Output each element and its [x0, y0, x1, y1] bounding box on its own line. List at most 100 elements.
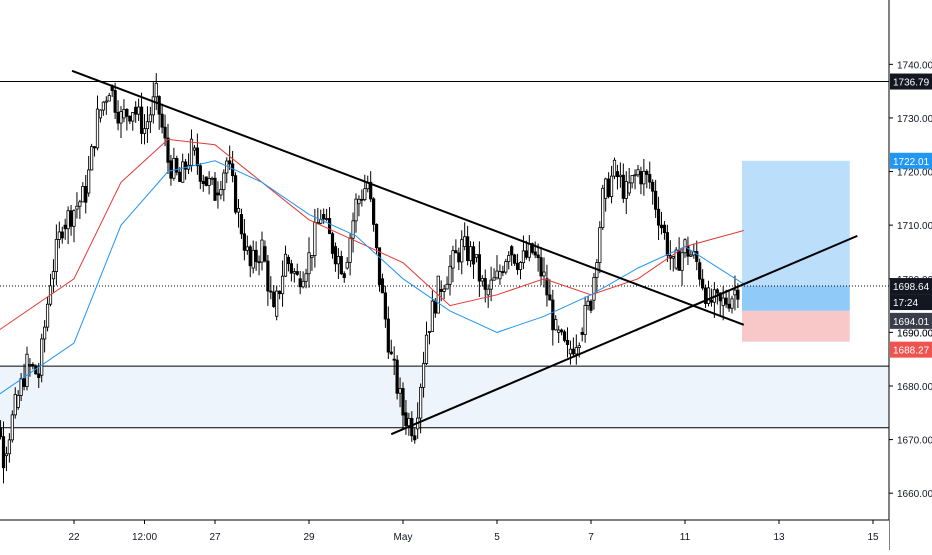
- candle-body: [674, 249, 678, 269]
- candle-body: [304, 273, 308, 282]
- candle-body: [16, 395, 20, 408]
- candle: [727, 290, 731, 312]
- candle: [195, 133, 199, 175]
- candle-body: [671, 256, 675, 259]
- candle: [178, 167, 182, 182]
- candle-body: [87, 169, 91, 194]
- position-profit-zone[interactable]: [742, 286, 850, 311]
- time-axis[interactable]: [0, 520, 889, 550]
- candle-body: [495, 270, 499, 279]
- candle: [480, 275, 484, 287]
- candle-body: [498, 271, 502, 280]
- candle-body: [530, 243, 534, 253]
- candle: [568, 340, 573, 365]
- candle: [60, 226, 64, 244]
- candle-body: [116, 111, 120, 124]
- candle: [4, 446, 9, 472]
- candle: [471, 241, 476, 279]
- candle: [501, 265, 505, 277]
- candle: [621, 163, 625, 203]
- candle: [533, 241, 537, 259]
- candle-body: [433, 300, 437, 314]
- price-label[interactable]: 1722.01: [890, 152, 932, 169]
- candle-body: [410, 418, 414, 437]
- candle: [427, 331, 432, 345]
- price-label[interactable]: 1698.64: [890, 278, 932, 295]
- candle-body: [654, 190, 658, 210]
- candle: [63, 218, 67, 240]
- price-label-box: [890, 341, 932, 358]
- candle: [730, 295, 734, 314]
- candle-body: [286, 256, 291, 265]
- candle-body: [665, 232, 669, 256]
- candle-body: [656, 208, 661, 226]
- candle-body: [513, 254, 517, 264]
- candle-body: [421, 363, 426, 388]
- candle-body: [181, 161, 185, 183]
- candle-body: [228, 160, 232, 165]
- candle-body: [645, 170, 649, 175]
- candle-body: [295, 271, 299, 275]
- price-label[interactable]: 1694.01: [890, 312, 932, 329]
- candle-body: [536, 254, 540, 259]
- position-stop-zone[interactable]: [742, 310, 850, 342]
- candle-body: [733, 289, 737, 296]
- candle: [289, 259, 293, 282]
- price-label[interactable]: 17:24: [890, 294, 932, 311]
- candle: [239, 208, 244, 239]
- candle: [580, 327, 584, 342]
- trendline-ascending[interactable]: [390, 234, 858, 436]
- candle-body: [706, 287, 711, 304]
- candle-body: [90, 146, 94, 171]
- price-label-box: [890, 73, 932, 90]
- candle-body: [627, 182, 631, 194]
- candle-body: [254, 249, 258, 263]
- candle-body: [28, 364, 32, 366]
- trendline-descending[interactable]: [71, 69, 745, 326]
- candle-body: [131, 112, 135, 122]
- candle-body: [43, 326, 47, 340]
- candle: [31, 362, 35, 370]
- candle: [189, 129, 194, 172]
- position-target-zone[interactable]: [742, 160, 850, 287]
- candle-body: [372, 198, 376, 225]
- candle-body: [333, 246, 338, 265]
- candle-body: [13, 394, 17, 416]
- candle-body: [101, 101, 105, 111]
- candle: [131, 111, 135, 131]
- candle-body: [401, 388, 405, 416]
- candle: [445, 276, 449, 290]
- candle-body: [139, 106, 144, 134]
- candle-body: [222, 172, 226, 190]
- candle-body: [380, 278, 385, 294]
- candle-body: [427, 331, 432, 333]
- candle: [392, 346, 396, 376]
- candle-body: [330, 233, 335, 254]
- price-tick-label: 1670.00: [897, 436, 932, 447]
- candle-body: [612, 159, 617, 177]
- candle-body: [580, 331, 584, 335]
- candle: [430, 290, 434, 332]
- price-label[interactable]: 1688.27: [890, 341, 932, 358]
- candle: [0, 420, 3, 440]
- candle-body: [680, 252, 684, 271]
- candle: [551, 289, 555, 346]
- candle-body: [275, 290, 279, 317]
- price-axis[interactable]: [889, 0, 932, 550]
- candle-body: [568, 348, 573, 355]
- candle-body: [480, 278, 484, 282]
- candle-body: [662, 224, 667, 233]
- candle-body: [383, 292, 387, 320]
- price-label[interactable]: 1736.79: [890, 73, 932, 90]
- candle: [125, 108, 129, 131]
- candle: [624, 171, 628, 214]
- candle-body: [554, 319, 558, 331]
- price-tick-label: 1740.00: [897, 60, 932, 71]
- candle: [228, 145, 232, 171]
- candle: [242, 219, 246, 261]
- candle-body: [1, 436, 6, 469]
- candle-body: [466, 236, 470, 262]
- candle: [342, 271, 346, 283]
